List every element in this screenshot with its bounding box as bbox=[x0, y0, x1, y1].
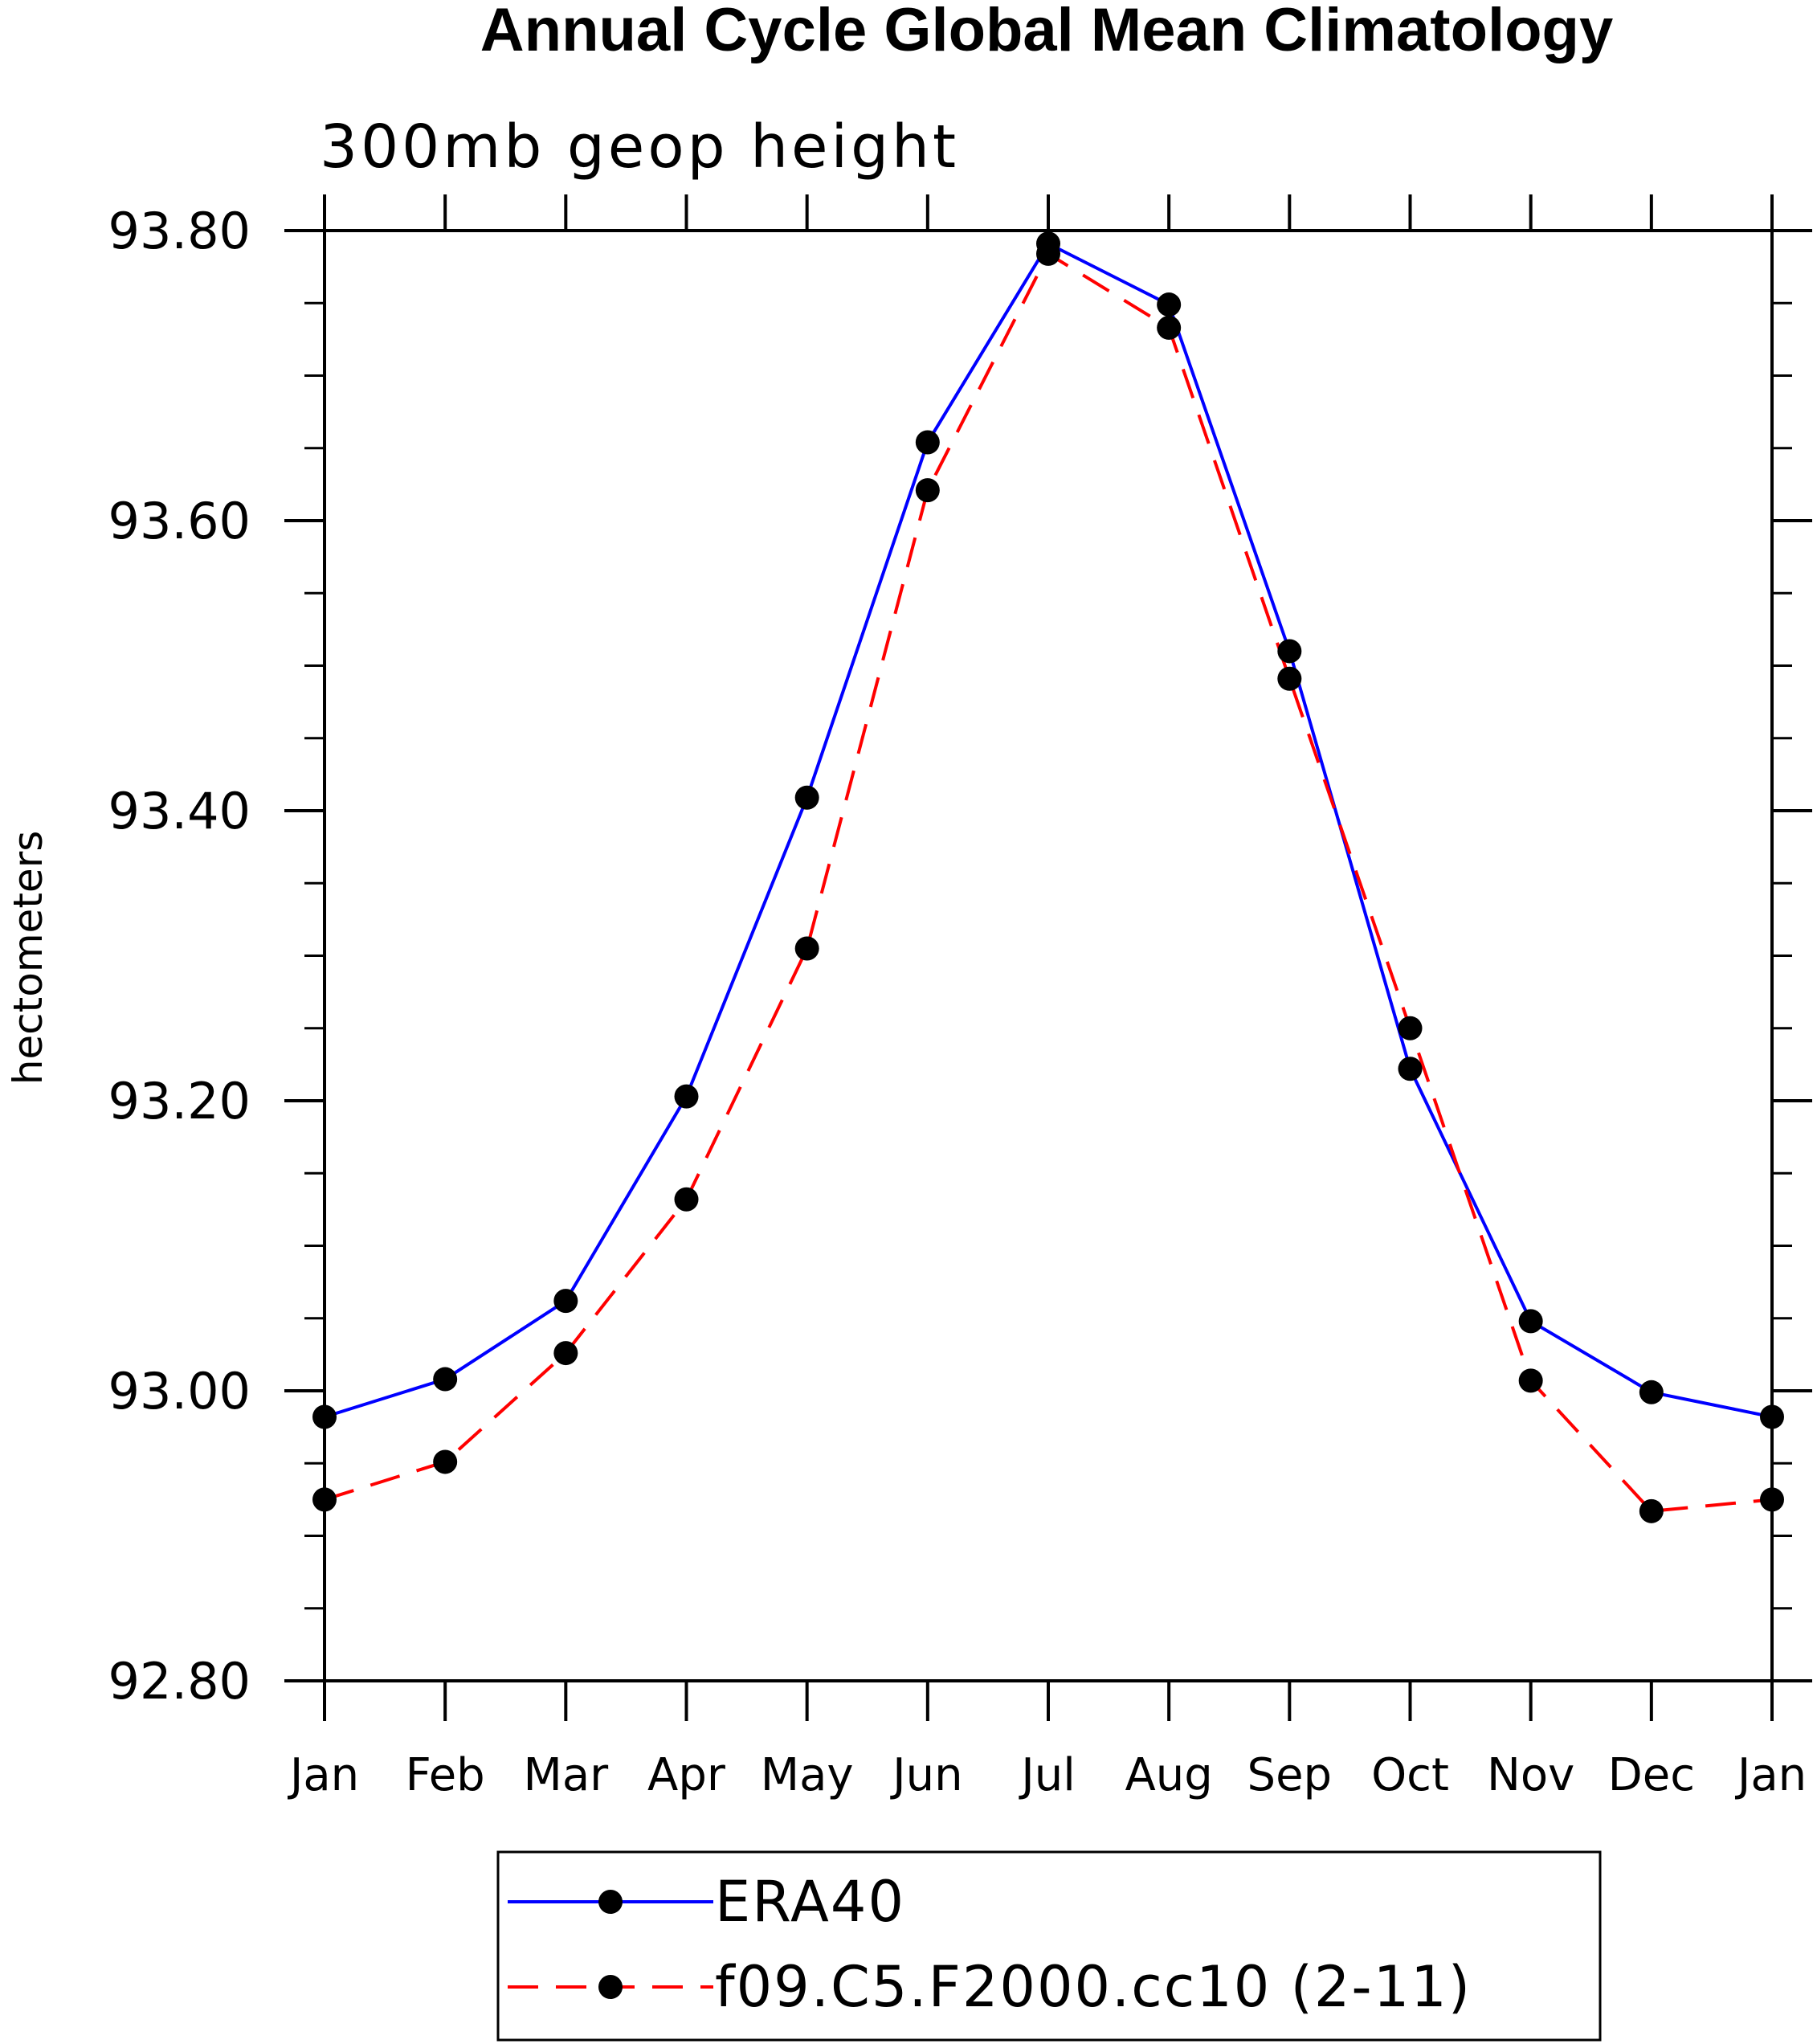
plot-frame bbox=[323, 229, 1774, 1682]
x-tick-label: Dec bbox=[1608, 1749, 1695, 1801]
legend-label-0: ERA40 bbox=[715, 1869, 905, 1935]
x-tick-label: Nov bbox=[1487, 1749, 1574, 1801]
x-tick-label: Jun bbox=[890, 1749, 963, 1801]
legend-label-1: f09.C5.F2000.cc10 (2-11) bbox=[715, 1954, 1472, 2020]
data-point-series-0 bbox=[1398, 1057, 1423, 1081]
x-tick-label: Jan bbox=[288, 1749, 359, 1801]
data-point-series-1 bbox=[794, 936, 819, 961]
legend-marker-1 bbox=[598, 1975, 623, 1999]
x-tick-label: Apr bbox=[647, 1749, 726, 1801]
data-point-series-0 bbox=[312, 1404, 337, 1429]
data-point-series-1 bbox=[312, 1487, 337, 1512]
data-point-series-0 bbox=[1639, 1380, 1664, 1404]
y-axis-label: hectometers bbox=[5, 831, 51, 1085]
series-markers bbox=[312, 231, 1784, 1523]
data-point-series-1 bbox=[1036, 241, 1060, 266]
y-tick-label: 93.00 bbox=[108, 1362, 251, 1421]
data-point-series-0 bbox=[1157, 292, 1182, 317]
x-tick-label: Oct bbox=[1371, 1749, 1449, 1801]
y-tick-label: 93.40 bbox=[108, 782, 251, 840]
legend-box bbox=[496, 1850, 1602, 2042]
data-point-series-1 bbox=[1518, 1368, 1543, 1393]
data-point-series-0 bbox=[433, 1367, 458, 1392]
data-point-series-0 bbox=[1518, 1309, 1543, 1334]
chart-title: Annual Cycle Global Mean Climatology bbox=[480, 0, 1613, 64]
series-line-0 bbox=[324, 241, 1773, 1419]
data-point-series-1 bbox=[1398, 1016, 1423, 1040]
y-tick-label: 93.60 bbox=[108, 492, 251, 550]
data-point-series-0 bbox=[1760, 1404, 1784, 1429]
x-tick-label: Jul bbox=[1019, 1749, 1076, 1801]
data-point-series-1 bbox=[915, 478, 940, 503]
data-point-series-1 bbox=[553, 1341, 578, 1366]
data-point-series-0 bbox=[915, 430, 940, 455]
y-tick-label: 93.80 bbox=[108, 202, 251, 260]
x-tick-label: May bbox=[761, 1749, 854, 1801]
data-point-series-1 bbox=[1157, 315, 1182, 340]
data-point-series-0 bbox=[1277, 639, 1302, 664]
series-line-1 bbox=[324, 251, 1773, 1513]
data-point-series-1 bbox=[1277, 666, 1302, 691]
axes: Jan Feb Mar Apr May Jun Jul Aug Sep Oct Nov Dec Jan 9… bbox=[108, 194, 1812, 1801]
data-point-series-1 bbox=[1639, 1498, 1664, 1523]
x-tick-label: Aug bbox=[1125, 1749, 1212, 1801]
legend: ERA40 f09.C5.F2000.cc10 (2-11) bbox=[496, 1850, 1602, 2042]
data-point-series-1 bbox=[433, 1449, 458, 1474]
legend-marker-0 bbox=[598, 1890, 623, 1914]
data-point-series-0 bbox=[794, 785, 819, 810]
chart-subtitle: 300mb geop height bbox=[320, 112, 959, 182]
x-tick-label: Sep bbox=[1247, 1749, 1333, 1801]
data-point-series-0 bbox=[674, 1084, 699, 1109]
x-tick-label: Jan bbox=[1735, 1749, 1807, 1801]
series-lines bbox=[324, 241, 1773, 1513]
data-point-series-1 bbox=[1760, 1487, 1784, 1512]
x-tick-label: Mar bbox=[524, 1749, 610, 1801]
data-point-series-0 bbox=[553, 1289, 578, 1314]
data-point-series-1 bbox=[674, 1187, 699, 1212]
y-tick-label: 93.20 bbox=[108, 1072, 251, 1130]
x-tick-label: Feb bbox=[406, 1749, 485, 1801]
y-tick-label: 92.80 bbox=[108, 1652, 251, 1711]
